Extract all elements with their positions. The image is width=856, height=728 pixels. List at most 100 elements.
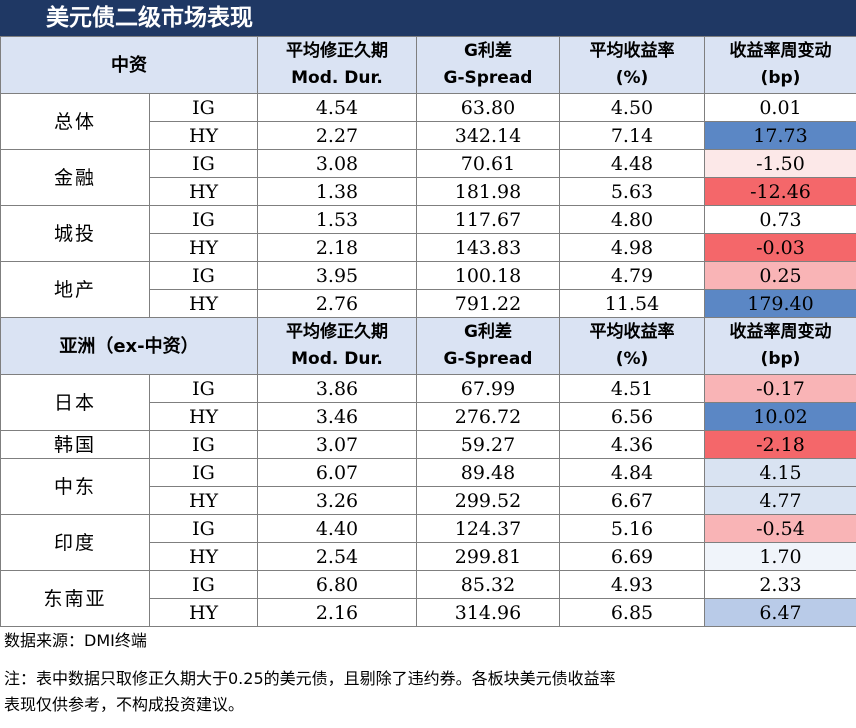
grade-cell: IG xyxy=(149,374,258,403)
column-header-duration: 平均修正久期 Mod. Dur. xyxy=(257,36,417,94)
yield-change-cell: 0.25 xyxy=(704,261,856,290)
grade-cell: HY xyxy=(149,542,258,571)
section-title: 中资 xyxy=(0,36,258,94)
grade-cell: IG xyxy=(149,514,258,543)
yield-cell: 4.93 xyxy=(559,570,705,599)
yield-cell: 5.16 xyxy=(559,514,705,543)
region-label: 地产 xyxy=(0,261,150,318)
column-header-spread-en: G-Spread xyxy=(443,349,533,369)
spread-cell: 89.48 xyxy=(416,458,560,487)
yield-change-cell: 17.73 xyxy=(704,121,856,150)
spread-cell: 314.96 xyxy=(416,598,560,627)
yield-change-cell: 10.02 xyxy=(704,402,856,431)
yield-cell: 5.63 xyxy=(559,177,705,206)
spread-cell: 143.83 xyxy=(416,233,560,262)
column-header-change-en: (bp) xyxy=(760,68,801,88)
table-row: HY 2.27 342.14 7.14 17.73 xyxy=(1,121,856,150)
table-row: HY 2.76 791.22 11.54 179.40 xyxy=(1,289,856,318)
column-header-yield: 平均收益率 (%) xyxy=(559,317,705,375)
yield-change-cell: 179.40 xyxy=(704,289,856,318)
column-header-spread: G利差 G-Spread xyxy=(416,36,560,94)
table-row: 地产 IG 3.95 100.18 4.79 0.25 xyxy=(0,261,856,318)
spread-cell: 299.81 xyxy=(416,542,560,571)
spread-cell: 276.72 xyxy=(416,402,560,431)
yield-cell: 4.50 xyxy=(559,93,705,122)
column-header-spread-cn: G利差 xyxy=(464,41,512,61)
table-row: 印度 IG 4.40 124.37 5.16 -0.54 xyxy=(0,514,856,571)
spread-cell: 117.67 xyxy=(416,205,560,234)
duration-cell: 2.18 xyxy=(257,233,417,262)
yield-change-cell: 4.77 xyxy=(704,486,856,515)
column-header-change-cn: 收益率周变动 xyxy=(729,41,832,61)
column-header-yield: 平均收益率 (%) xyxy=(559,36,705,94)
yield-cell: 11.54 xyxy=(559,289,705,318)
column-header-duration-cn: 平均修正久期 xyxy=(286,322,388,342)
column-header-change-cn: 收益率周变动 xyxy=(729,322,832,342)
yield-cell: 6.69 xyxy=(559,542,705,571)
yield-change-cell: 1.70 xyxy=(704,542,856,571)
grade-cell: HY xyxy=(149,486,258,515)
spread-cell: 59.27 xyxy=(416,430,560,459)
column-header-duration: 平均修正久期 Mod. Dur. xyxy=(257,317,417,375)
region-label: 总体 xyxy=(0,93,150,150)
region-label: 印度 xyxy=(0,514,150,571)
grade-cell: HY xyxy=(149,402,258,431)
yield-change-cell: 4.15 xyxy=(704,458,856,487)
yield-cell: 4.98 xyxy=(559,233,705,262)
table-row: 城投 IG 1.53 117.67 4.80 0.73 xyxy=(0,205,856,262)
section-header-row: 中资 平均修正久期 Mod. Dur. G利差 G-Spread 平均收益率 (%) 收益率周… xyxy=(0,36,856,94)
spread-cell: 100.18 xyxy=(416,261,560,290)
table-row: HY 3.46 276.72 6.56 10.02 xyxy=(1,402,856,431)
yield-cell: 4.48 xyxy=(559,149,705,178)
disclaimer-line-1: 注：表中数据只取修正久期大于0.25的美元债，且剔除了违约券。各板块美元债收益率 xyxy=(4,669,616,688)
spread-cell: 342.14 xyxy=(416,121,560,150)
column-header-duration-cn: 平均修正久期 xyxy=(286,41,388,61)
yield-cell: 6.85 xyxy=(559,598,705,627)
column-header-change-en: (bp) xyxy=(760,349,801,369)
duration-cell: 3.08 xyxy=(257,149,417,178)
spread-cell: 67.99 xyxy=(416,374,560,403)
spread-cell: 85.32 xyxy=(416,570,560,599)
column-header-spread: G利差 G-Spread xyxy=(416,317,560,375)
yield-change-cell: 6.47 xyxy=(704,598,856,627)
table-row: 日本 IG 3.86 67.99 4.51 -0.17 xyxy=(0,374,856,431)
duration-cell: 4.54 xyxy=(257,93,417,122)
grade-cell: IG xyxy=(149,430,258,459)
spread-cell: 299.52 xyxy=(416,486,560,515)
duration-cell: 2.27 xyxy=(257,121,417,150)
duration-cell: 3.26 xyxy=(257,486,417,515)
yield-cell: 6.56 xyxy=(559,402,705,431)
yield-change-cell: -1.50 xyxy=(704,149,856,178)
column-header-yield-en: (%) xyxy=(615,349,649,369)
column-header-spread-en: G-Spread xyxy=(443,68,533,88)
table-title: 美元债二级市场表现 xyxy=(0,0,856,36)
region-label: 城投 xyxy=(0,205,150,262)
grade-cell: HY xyxy=(149,233,258,262)
spread-cell: 70.61 xyxy=(416,149,560,178)
duration-cell: 1.53 xyxy=(257,205,417,234)
section-title: 亚洲（ex-中资） xyxy=(0,317,258,375)
table-row: HY 2.16 314.96 6.85 6.47 xyxy=(1,598,856,627)
bond-performance-table: 中资 平均修正久期 Mod. Dur. G利差 G-Spread 平均收益率 (%) 收益率周… xyxy=(0,36,856,627)
yield-change-cell: -2.18 xyxy=(704,430,856,459)
duration-cell: 6.07 xyxy=(257,458,417,487)
table-row: 金融 IG 3.08 70.61 4.48 -1.50 xyxy=(0,149,856,206)
yield-change-cell: -0.17 xyxy=(704,374,856,403)
yield-cell: 4.84 xyxy=(559,458,705,487)
yield-cell: 4.79 xyxy=(559,261,705,290)
grade-cell: IG xyxy=(149,570,258,599)
table-row: 韩国 IG 3.07 59.27 4.36 -2.18 xyxy=(0,430,856,459)
grade-cell: IG xyxy=(149,458,258,487)
column-header-spread-cn: G利差 xyxy=(464,322,512,342)
duration-cell: 3.07 xyxy=(257,430,417,459)
duration-cell: 6.80 xyxy=(257,570,417,599)
table-row: 东南亚 IG 6.80 85.32 4.93 2.33 xyxy=(0,570,856,627)
spread-cell: 181.98 xyxy=(416,177,560,206)
column-header-yield-cn: 平均收益率 xyxy=(589,322,675,342)
spread-cell: 124.37 xyxy=(416,514,560,543)
column-header-change: 收益率周变动 (bp) xyxy=(704,317,856,375)
section-header-row: 亚洲（ex-中资） 平均修正久期 Mod. Dur. G利差 G-Spread 平均收益率… xyxy=(0,317,856,375)
grade-cell: IG xyxy=(149,205,258,234)
duration-cell: 2.16 xyxy=(257,598,417,627)
grade-cell: HY xyxy=(149,121,258,150)
